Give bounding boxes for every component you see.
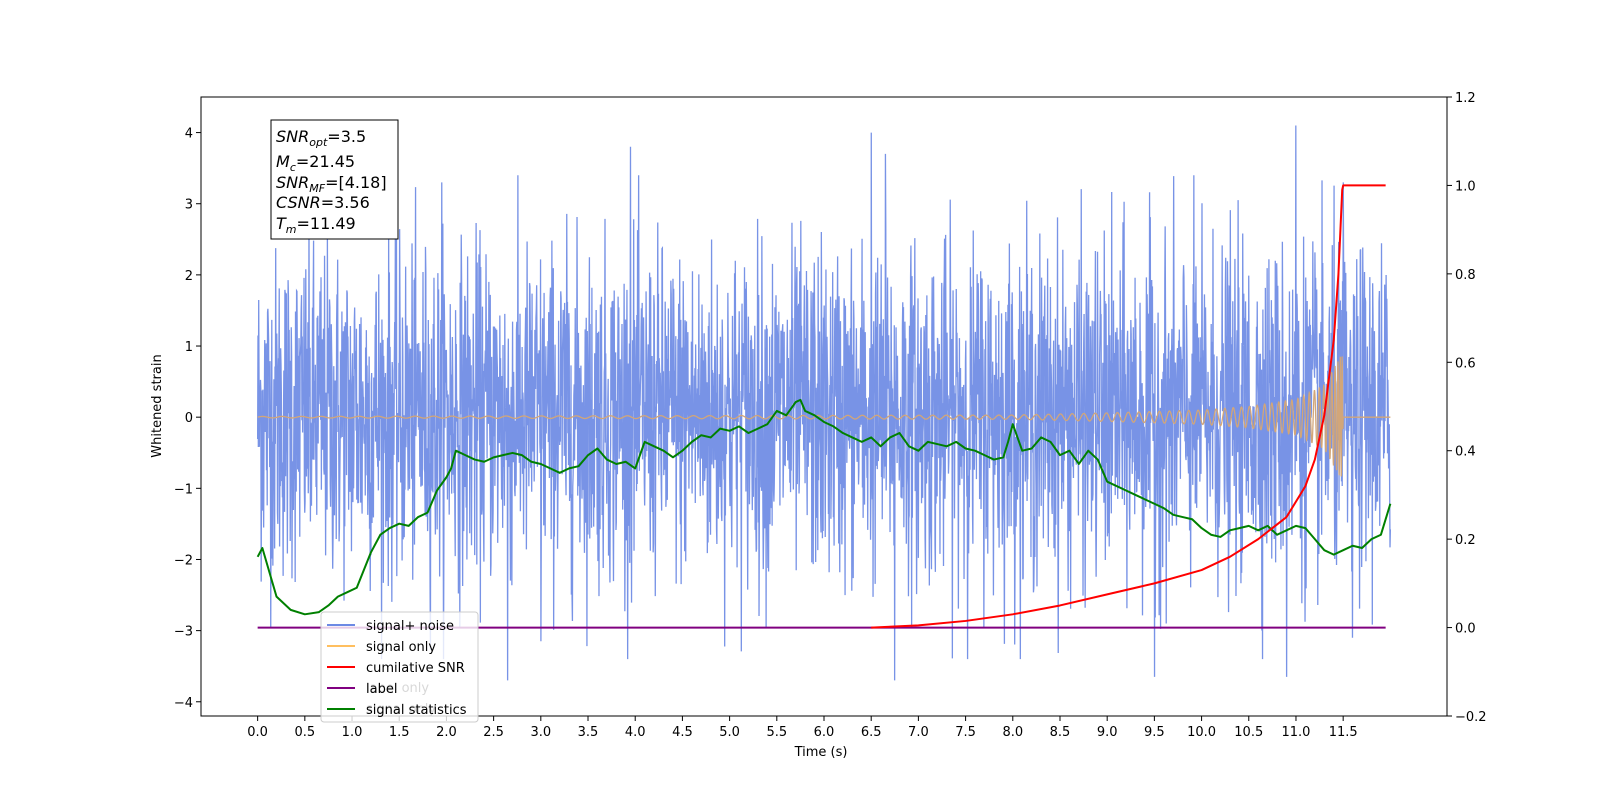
series-cumulative-snr: [871, 184, 1386, 629]
x-tick-label: 3.0: [530, 725, 551, 740]
y2-tick-label: 0.2: [1455, 533, 1476, 548]
x-tick-label: 2.0: [436, 725, 457, 740]
legend-label: signal+ noise: [366, 619, 454, 634]
x-tick-label: 11.0: [1281, 725, 1310, 740]
x-tick-label: 9.0: [1097, 725, 1118, 740]
legend-hidden-text-4: label only: [366, 681, 429, 696]
y-tick-label: 1: [185, 340, 193, 355]
annotation-snr-mf: SNRMF=[4.18]: [276, 173, 387, 195]
annotation-frame: [270, 119, 399, 240]
legend-hidden-text-5: signal only: [366, 702, 436, 717]
legend: label only signal only signal+ noisesign…: [320, 611, 479, 723]
legend-items: signal+ noise signal only cumilative SNR la…: [327, 619, 467, 718]
legend-label: label: [366, 682, 397, 697]
y-axis-label: Whitened strain: [150, 354, 165, 457]
x-tick-label: 0.0: [247, 725, 268, 740]
x-axis: 0.0 0.5 1.0 1.5 2.0 2.5 3.0 3.5 4.0 4.5 5.0 5.5 6.0 6…: [247, 716, 1358, 740]
signal-only-line: [257, 356, 1391, 477]
y2-tick-label: 1.0: [1455, 179, 1476, 194]
x-tick-label: 7.5: [955, 725, 976, 740]
stats-annotation-box: SNRopt=3.5 Mc=21.45 SNRMF=[4.18] CSNR=3.…: [270, 119, 399, 240]
x-tick-label: 8.0: [1002, 725, 1023, 740]
x-tick-label: 0.5: [294, 725, 315, 740]
x-tick-label: 5.5: [766, 725, 787, 740]
annotation-csnr: CSNR=3.56: [276, 193, 370, 212]
x-tick-label: 7.0: [908, 725, 929, 740]
y-tick-label: −1: [174, 482, 193, 497]
x-tick-label: 4.5: [672, 725, 693, 740]
legend-label: signal only: [366, 640, 436, 655]
y2-tick-label: 0.8: [1455, 268, 1476, 283]
annotation-mc: Mc=21.45: [276, 152, 355, 174]
x-tick-label: 3.5: [578, 725, 599, 740]
y2-tick-label: 1.2: [1455, 91, 1476, 106]
y-axis-left: −4 −3 −2 −1 0 1 2 3 4: [174, 127, 201, 711]
cumulative-snr-line: [871, 184, 1386, 629]
y2-tick-label: 0.6: [1455, 356, 1476, 371]
x-tick-label: 10.0: [1187, 725, 1216, 740]
x-tick-label: 1.0: [342, 725, 363, 740]
y-tick-label: −3: [174, 625, 193, 640]
y2-tick-label: −0.2: [1455, 710, 1487, 725]
y-tick-label: 3: [185, 198, 193, 213]
x-axis-label: Time (s): [794, 745, 848, 760]
y-tick-label: −4: [174, 696, 193, 711]
x-tick-label: 6.0: [814, 725, 835, 740]
series-signal-noise: [256, 125, 1392, 681]
x-tick-label: 9.5: [1144, 725, 1165, 740]
y-tick-label: 0: [185, 411, 193, 426]
series-signal-statistics: [256, 398, 1392, 616]
y2-tick-label: 0.0: [1455, 622, 1476, 637]
x-tick-label: 11.5: [1329, 725, 1358, 740]
x-tick-label: 1.5: [389, 725, 410, 740]
signal-noise-line: [256, 125, 1392, 681]
y-tick-label: 2: [185, 269, 193, 284]
x-tick-label: 4.0: [625, 725, 646, 740]
legend-label: cumilative SNR: [366, 661, 465, 676]
signal-statistics-line: [256, 398, 1392, 616]
legend-label: signal statistics: [366, 703, 467, 718]
series-signal-only: [257, 356, 1391, 477]
y-axis-right: −0.2 0.0 0.2 0.4 0.6 0.8 1.0 1.2: [1447, 91, 1487, 725]
x-tick-label: 2.5: [483, 725, 504, 740]
annotation-tm: Tm=11.49: [276, 214, 356, 236]
x-tick-label: 8.5: [1050, 725, 1071, 740]
y-tick-label: −2: [174, 553, 193, 568]
x-tick-label: 10.5: [1234, 725, 1263, 740]
y2-tick-label: 0.4: [1455, 445, 1476, 460]
legend-frame: [320, 611, 479, 723]
annotation-snr-opt: SNRopt=3.5: [276, 127, 366, 149]
x-tick-label: 6.5: [861, 725, 882, 740]
y-tick-label: 4: [185, 127, 193, 142]
x-tick-label: 5.0: [719, 725, 740, 740]
